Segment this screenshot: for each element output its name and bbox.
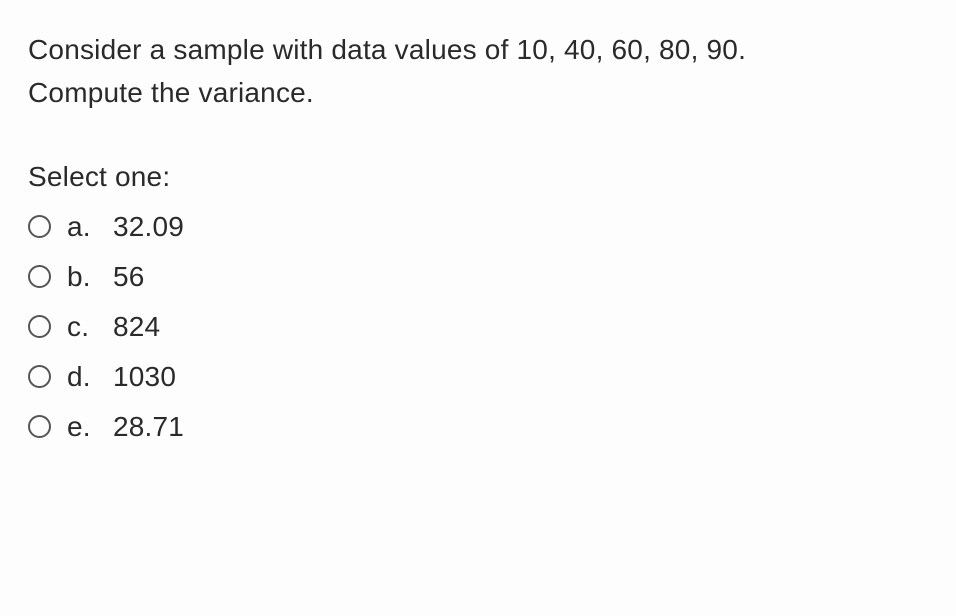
option-c[interactable]: c. 824 [28, 311, 928, 343]
radio-icon[interactable] [28, 265, 51, 288]
radio-icon[interactable] [28, 365, 51, 388]
radio-icon[interactable] [28, 215, 51, 238]
option-a[interactable]: a. 32.09 [28, 211, 928, 243]
option-letter: c. [67, 311, 113, 343]
option-b[interactable]: b. 56 [28, 261, 928, 293]
option-value: 28.71 [113, 411, 184, 443]
select-one-prompt: Select one: [28, 161, 928, 193]
option-value: 1030 [113, 361, 176, 393]
question-text: Consider a sample with data values of 10… [28, 28, 928, 115]
option-value: 56 [113, 261, 145, 293]
option-value: 32.09 [113, 211, 184, 243]
quiz-page: Consider a sample with data values of 10… [0, 0, 956, 481]
option-letter: b. [67, 261, 113, 293]
option-letter: e. [67, 411, 113, 443]
options-group: a. 32.09 b. 56 c. 824 d. 1030 e. 28.71 [28, 211, 928, 443]
radio-icon[interactable] [28, 415, 51, 438]
option-value: 824 [113, 311, 160, 343]
radio-icon[interactable] [28, 315, 51, 338]
option-e[interactable]: e. 28.71 [28, 411, 928, 443]
option-d[interactable]: d. 1030 [28, 361, 928, 393]
question-line-1: Consider a sample with data values of 10… [28, 34, 746, 65]
option-letter: a. [67, 211, 113, 243]
option-letter: d. [67, 361, 113, 393]
question-line-2: Compute the variance. [28, 77, 314, 108]
